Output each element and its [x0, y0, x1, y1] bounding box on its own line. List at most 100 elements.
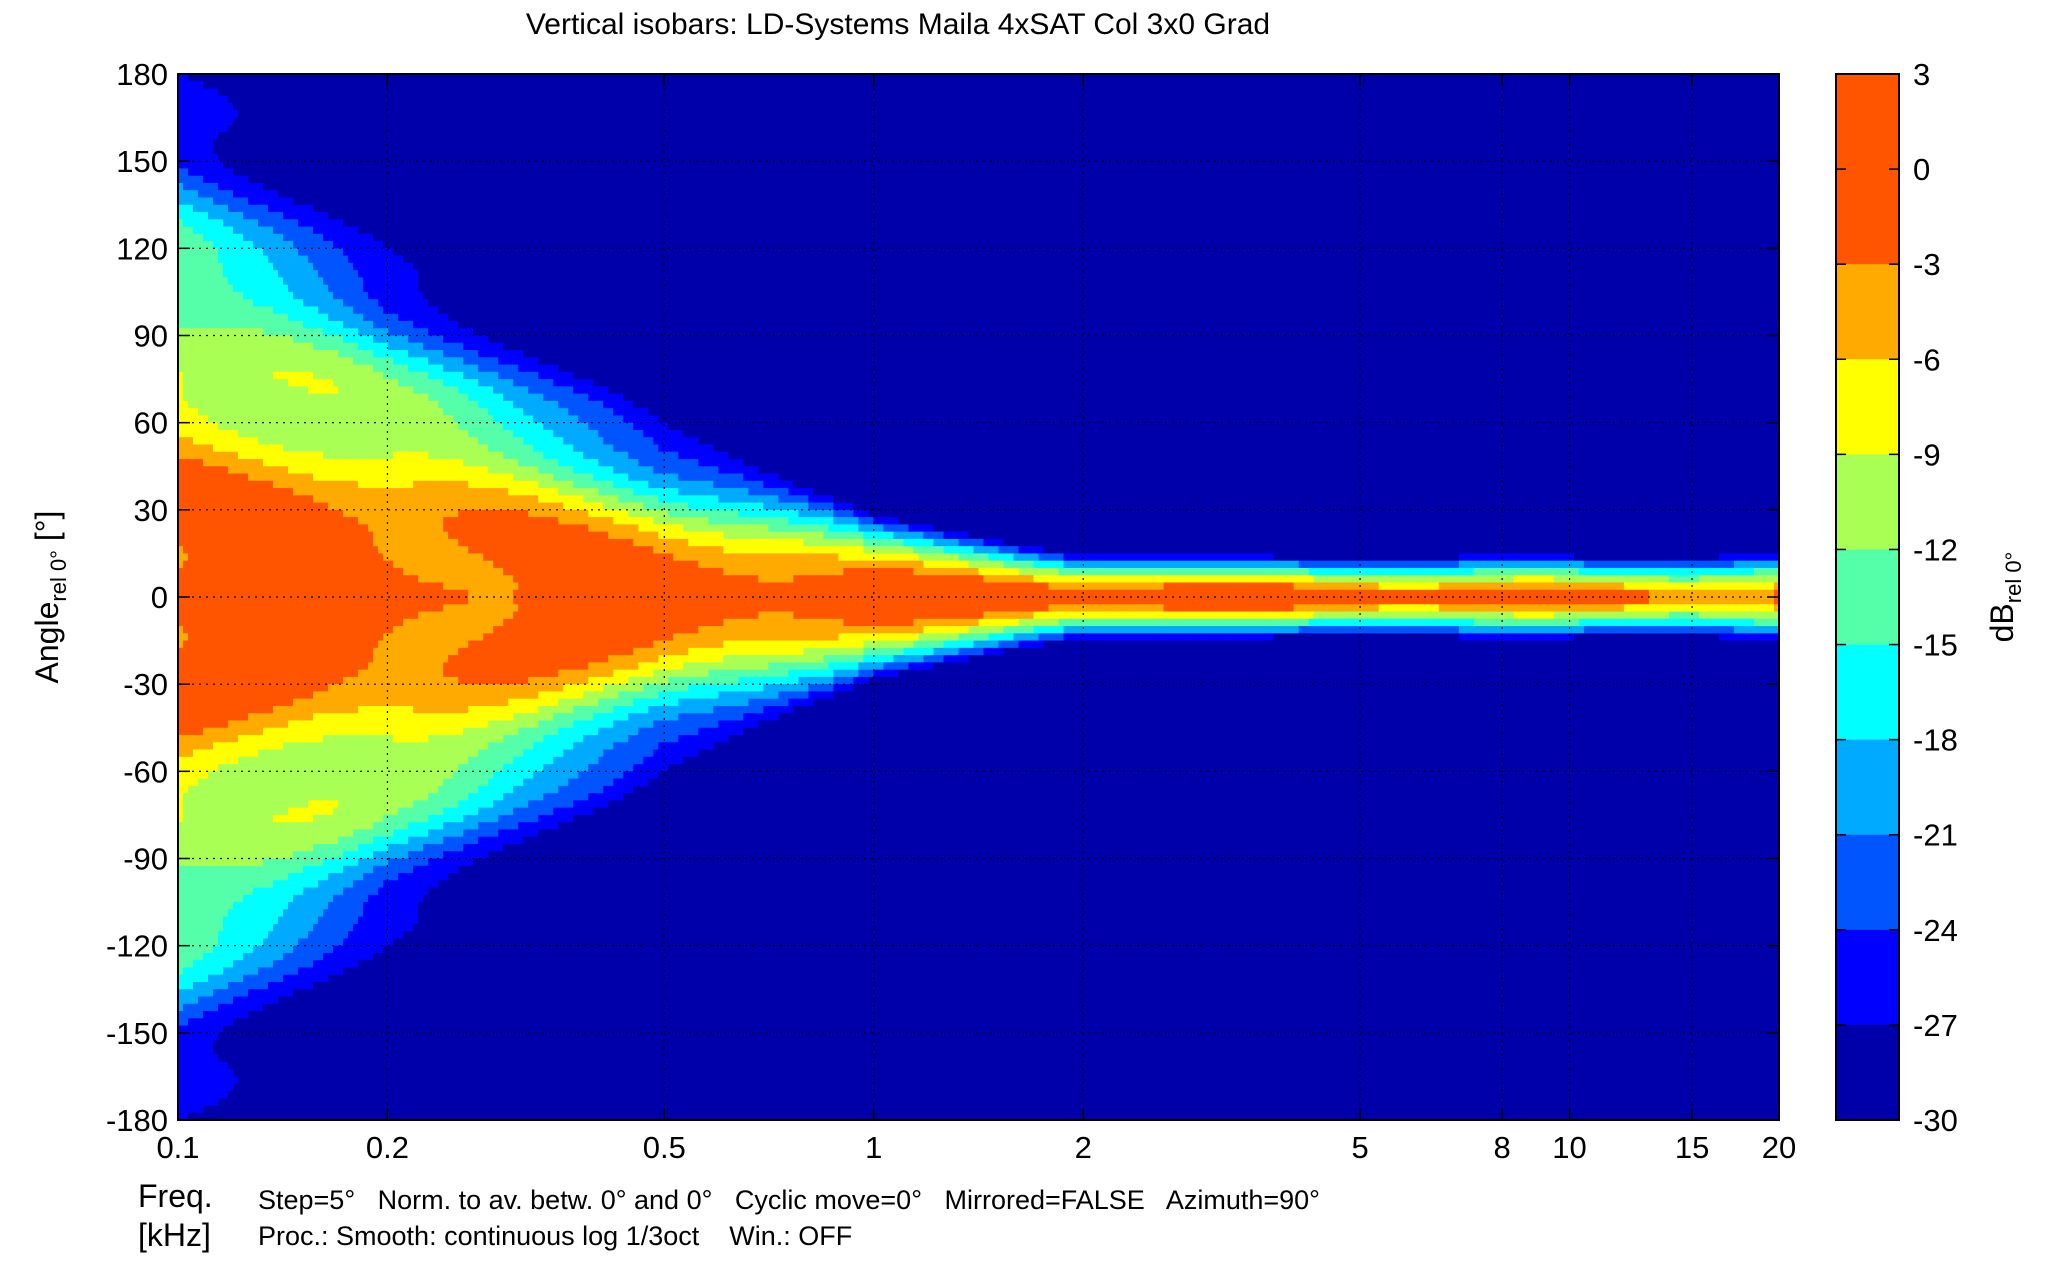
heat-cell: [1488, 74, 1495, 555]
heat-cell: [1493, 567, 1500, 576]
heat-cell: [1308, 560, 1315, 569]
heat-cell: [588, 662, 594, 678]
heat-cell: [253, 328, 259, 438]
heat-cell: [1458, 575, 1465, 584]
heat-cell: [1073, 553, 1080, 562]
heat-cell: [1183, 560, 1190, 569]
heat-cell: [733, 655, 739, 671]
heat-cell: [273, 466, 279, 489]
heat-cell: [363, 291, 369, 322]
heat-cell: [1774, 582, 1779, 591]
heat-cell: [538, 74, 544, 366]
heat-cell: [243, 241, 249, 300]
heat-cell: [963, 553, 970, 562]
heat-cell: [568, 371, 574, 387]
heat-cell: [948, 74, 955, 533]
heat-cell: [278, 313, 284, 337]
heat-cell: [593, 735, 599, 765]
heat-cell: [373, 488, 379, 547]
heat-cell: [843, 676, 850, 685]
heat-cell: [653, 553, 659, 642]
heat-cell: [408, 742, 414, 809]
heat-cell: [1318, 633, 1325, 1120]
heat-cell: [233, 74, 239, 111]
heat-cell: [488, 822, 494, 838]
heat-cell: [753, 640, 759, 656]
heat-cell: [698, 480, 704, 496]
heat-cell: [483, 466, 489, 489]
heat-cell: [748, 495, 754, 504]
heat-cell: [1223, 640, 1230, 1120]
heat-cell: [833, 655, 840, 663]
heat-cell: [1558, 589, 1565, 605]
heat-cell: [828, 495, 835, 504]
heat-cell: [233, 1076, 239, 1085]
heat-cell: [813, 647, 819, 663]
heat-cell: [283, 909, 289, 954]
heat-cell: [863, 560, 870, 569]
heat-cell: [628, 771, 634, 794]
heat-cell: [448, 713, 454, 736]
heat-cell: [303, 807, 309, 823]
heat-cell: [1663, 611, 1670, 620]
heat-cell: [513, 458, 519, 482]
heat-cell: [1123, 74, 1130, 555]
heat-cell: [583, 691, 589, 707]
heat-cell: [263, 480, 269, 714]
heat-cell: [238, 437, 244, 460]
heat-cell: [1678, 567, 1685, 576]
heat-cell: [1138, 611, 1145, 620]
heat-cell: [668, 705, 674, 722]
heat-cell: [558, 386, 564, 409]
heat-cell: [708, 531, 714, 547]
heat-cell: [548, 517, 554, 678]
heat-cell: [873, 669, 880, 678]
heat-cell: [1008, 640, 1015, 649]
heat-cell: [628, 705, 634, 714]
heat-cell: [483, 444, 489, 467]
heat-cell: [883, 676, 890, 1120]
heat-cell: [998, 611, 1005, 620]
heat-cell: [228, 429, 234, 453]
heat-cell: [1613, 633, 1620, 1120]
heat-cell: [333, 248, 339, 300]
heat-cell: [848, 647, 855, 656]
heat-cell: [248, 299, 254, 329]
heat-cell: [423, 299, 429, 329]
heat-cell: [498, 626, 504, 685]
heat-cell: [688, 756, 694, 1120]
heat-cell: [1628, 575, 1635, 584]
heat-cell: [368, 829, 374, 845]
heat-cell: [213, 88, 219, 140]
heat-cell: [1348, 618, 1355, 627]
heat-cell: [328, 350, 334, 380]
heat-cell: [588, 379, 594, 402]
heat-cell: [1563, 74, 1570, 555]
heat-cell: [463, 393, 469, 431]
heat-cell: [1143, 618, 1150, 627]
heat-cell: [1738, 640, 1745, 1120]
heat-cell: [878, 669, 885, 678]
heat-cell: [408, 371, 414, 387]
heat-cell: [1298, 618, 1305, 627]
heat-cell: [928, 626, 935, 634]
heat-cell: [848, 669, 855, 678]
heat-cell: [1013, 575, 1020, 584]
heat-cell: [213, 153, 219, 184]
heat-cell: [1413, 575, 1420, 584]
heat-cell: [188, 735, 194, 758]
heat-cell: [493, 451, 499, 475]
heat-cell: [218, 132, 224, 162]
heat-cell: [983, 618, 990, 627]
heat-cell: [818, 74, 824, 496]
heat-cell: [1373, 626, 1380, 634]
heat-cell: [1348, 582, 1355, 591]
heat-cell: [1068, 74, 1075, 555]
heat-cell: [273, 981, 279, 1005]
heat-cell: [1553, 604, 1560, 613]
heat-cell: [1668, 604, 1675, 613]
heat-cell: [903, 74, 910, 525]
heat-cell: [293, 219, 299, 249]
heat-cell: [1168, 618, 1175, 627]
heat-cell: [698, 517, 704, 533]
